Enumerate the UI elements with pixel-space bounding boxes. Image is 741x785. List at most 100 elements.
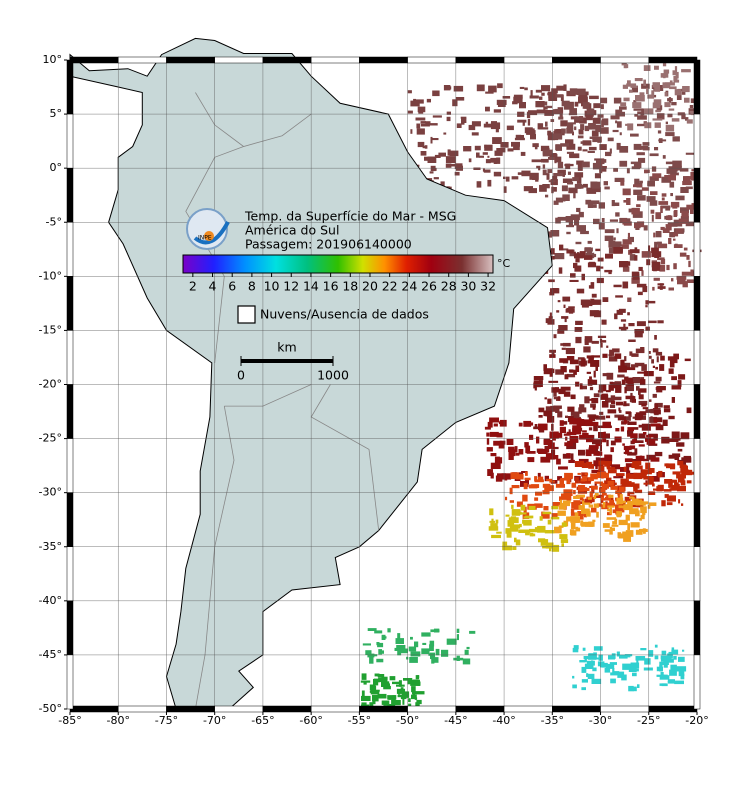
sst-patch <box>429 123 438 126</box>
sst-patch <box>616 512 622 518</box>
sst-patch <box>410 651 421 657</box>
sst-patch <box>485 106 490 112</box>
sst-patch <box>391 699 394 707</box>
sst-patch <box>402 698 405 705</box>
sst-patch <box>536 165 541 169</box>
sst-patch <box>595 457 600 461</box>
frame-segment <box>600 705 650 713</box>
sst-patch <box>629 508 639 515</box>
sst-patch <box>610 678 616 684</box>
sst-patch <box>644 658 651 665</box>
sst-patch <box>486 432 490 437</box>
sst-patch <box>582 430 587 433</box>
sst-patch <box>420 121 426 124</box>
sst-patch <box>414 691 425 695</box>
sst-patch <box>541 540 547 546</box>
sst-patch <box>392 681 401 685</box>
sst-patch <box>608 270 612 275</box>
sst-patch <box>542 511 550 519</box>
sst-patch <box>581 687 586 691</box>
sst-patch <box>633 427 639 430</box>
sst-patch <box>656 107 662 112</box>
sst-patch <box>630 133 639 137</box>
sst-patch <box>656 386 666 391</box>
sst-patch <box>664 92 668 97</box>
sst-patch <box>610 672 618 676</box>
y-tick-label: -5° <box>46 215 62 228</box>
sst-patch <box>662 61 667 67</box>
sst-patch <box>588 123 596 130</box>
sst-patch <box>663 69 670 74</box>
sst-patch <box>591 485 598 490</box>
frame-segment <box>310 56 360 64</box>
sst-patch <box>690 172 697 179</box>
sst-patch <box>548 94 558 101</box>
sst-patch <box>680 673 685 680</box>
sst-patch <box>468 124 476 131</box>
sst-patch <box>677 461 684 466</box>
sst-patch <box>560 386 571 391</box>
sst-patch <box>547 169 553 173</box>
sst-patch <box>482 168 485 172</box>
sst-patch <box>599 488 606 494</box>
sst-patch <box>551 88 558 94</box>
x-tick-label: -45° <box>444 714 467 727</box>
sst-patch <box>551 449 556 455</box>
sst-patch <box>637 123 646 127</box>
sst-patch <box>518 449 524 455</box>
sst-patch <box>424 145 428 149</box>
sst-patch <box>612 396 622 401</box>
sst-patch <box>476 152 480 158</box>
sst-patch <box>616 651 620 657</box>
sst-patch <box>525 529 530 536</box>
sst-patch <box>560 143 570 147</box>
sst-patch <box>580 230 589 235</box>
sst-patch <box>608 240 616 248</box>
sst-patch <box>537 472 541 479</box>
sst-patch <box>438 152 446 157</box>
sst-patch <box>543 110 550 113</box>
sst-patch <box>549 373 553 377</box>
sst-patch <box>565 216 573 223</box>
sst-patch <box>530 134 536 140</box>
sst-patch <box>563 304 566 308</box>
sst-patch <box>648 433 658 438</box>
sst-patch <box>630 522 640 528</box>
sst-patch <box>592 667 597 672</box>
sst-patch <box>559 479 564 486</box>
sst-patch <box>413 679 419 685</box>
sst-patch <box>622 84 628 89</box>
sst-patch <box>631 463 640 468</box>
sst-patch <box>641 187 649 191</box>
sst-patch <box>553 390 557 397</box>
sst-patch <box>646 196 656 202</box>
no-data-swatch <box>237 305 256 324</box>
sst-patch <box>622 239 632 245</box>
sst-patch <box>609 662 617 665</box>
sst-patch <box>589 491 593 499</box>
sst-patch <box>573 251 576 257</box>
sst-patch <box>604 186 610 190</box>
sst-patch <box>587 379 593 386</box>
sst-patch <box>621 379 626 385</box>
sst-patch <box>602 384 607 392</box>
sst-patch <box>400 694 407 700</box>
sst-patch <box>643 667 653 671</box>
sst-patch <box>559 248 569 251</box>
sst-patch <box>595 364 598 371</box>
sst-patch <box>604 454 612 461</box>
sst-patch <box>550 405 560 412</box>
sst-patch <box>653 99 662 106</box>
sst-patch <box>591 469 601 474</box>
frame-segment <box>310 705 360 713</box>
sst-patch <box>374 630 383 634</box>
sst-patch <box>671 118 680 122</box>
sst-patch <box>641 502 646 506</box>
sst-patch <box>534 503 543 508</box>
sst-patch <box>672 160 682 168</box>
sst-patch <box>647 468 655 473</box>
sst-patch <box>618 519 628 526</box>
sst-patch <box>615 428 620 432</box>
sst-patch <box>645 326 650 331</box>
sst-patch <box>537 123 543 130</box>
